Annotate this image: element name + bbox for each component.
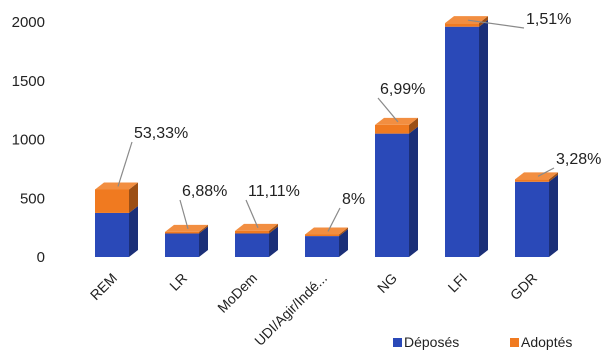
annotation-label: 1,51% — [526, 11, 571, 28]
annotation-leader — [245, 199, 259, 229]
bar-segment-déposés — [95, 205, 138, 257]
legend-item: Déposés — [393, 334, 459, 350]
legend-label: Adoptés — [521, 334, 572, 350]
bar-segment-adoptés — [305, 227, 348, 237]
annotation-label: 6,88% — [182, 183, 227, 200]
bar-top — [165, 224, 208, 232]
annotation-leader — [327, 207, 341, 232]
bar-top — [375, 117, 418, 125]
category-label: MoDem — [214, 270, 260, 316]
annotation-leader — [117, 141, 133, 187]
legend-label: Déposés — [404, 334, 459, 350]
annotation-leader — [179, 199, 189, 230]
y-tick-label: 500 — [20, 190, 45, 207]
annotation-label: 53,33% — [134, 125, 188, 142]
bar-top — [515, 172, 558, 180]
bar-top — [305, 227, 348, 235]
y-axis: 0 500 1000 1500 2000 — [12, 14, 45, 266]
annotation-label: 11,11% — [248, 183, 300, 200]
y-tick-label: 0 — [37, 249, 45, 266]
category-label: NG — [374, 270, 400, 296]
y-tick-label: 1500 — [12, 73, 45, 90]
y-tick-label: 2000 — [12, 14, 45, 31]
category-label: UDI/Agir/Indé... — [251, 270, 330, 349]
annotations: 53,33% 6,88% 11,11% 8% 6,99% 1,51% 3,28% — [134, 11, 601, 208]
bar-segment-adoptés — [515, 172, 558, 182]
annotation-leader — [377, 97, 399, 123]
bar-segment-déposés — [515, 174, 558, 257]
bar-segment-adoptés — [445, 16, 488, 27]
bar-segment-déposés — [375, 126, 418, 257]
category-label: LR — [166, 270, 190, 294]
annotation-leader — [537, 167, 555, 177]
bar-segment-adoptés — [375, 117, 418, 134]
bar-segment-déposés — [165, 226, 208, 257]
annotation-label: 6,99% — [380, 81, 425, 98]
bar-segment-déposés — [445, 19, 488, 258]
bar-segment-déposés — [305, 229, 348, 257]
annotation-label: 8% — [342, 191, 365, 208]
category-label: LFI — [444, 270, 470, 296]
annotation-leader — [467, 19, 525, 29]
bars — [95, 16, 558, 258]
legend-item: Adoptés — [510, 334, 572, 350]
annotation-label: 3,28% — [556, 151, 601, 168]
category-label: REM — [87, 270, 120, 303]
y-tick-label: 1000 — [12, 132, 45, 149]
legend: Déposés Adoptés — [393, 334, 572, 350]
bar-segment-déposés — [235, 226, 278, 257]
bar-top — [95, 182, 138, 190]
legend-swatch — [510, 338, 519, 347]
bar-segment-adoptés — [165, 224, 208, 234]
annotation-leaders — [117, 19, 555, 232]
bar-segment-adoptés — [235, 223, 278, 234]
category-label: GDR — [507, 270, 540, 303]
legend-swatch — [393, 338, 402, 347]
bar-segment-adoptés — [95, 182, 138, 213]
bar-top — [235, 223, 278, 231]
